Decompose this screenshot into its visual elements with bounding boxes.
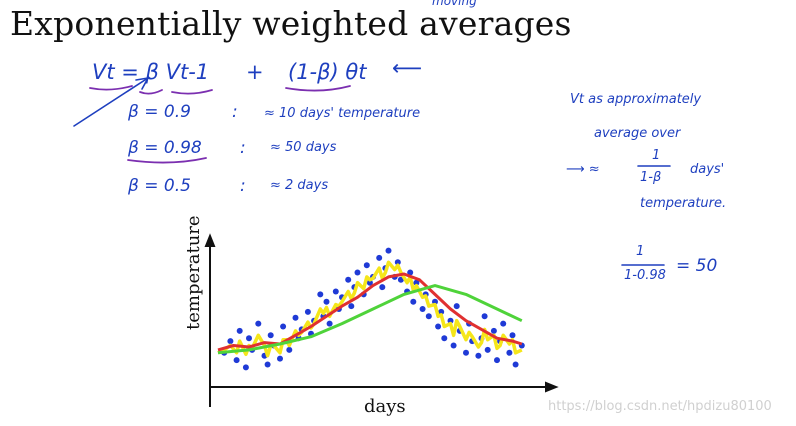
data-point [286,346,293,353]
beta-row-0-sep: : [232,102,238,122]
data-point [304,308,311,315]
side-note-frac-num: 1 [652,148,661,163]
data-point [481,313,488,320]
underline-beta-098 [127,157,207,164]
data-point [509,332,516,339]
calc-result: = 50 [676,256,718,276]
data-point [292,314,299,321]
arrow-icon: ⟵ [392,56,423,80]
beta-row-2-value: β = 0.5 [128,176,191,196]
underline-one-minus-beta [285,85,351,92]
side-note-line4: temperature. [640,196,727,211]
pointer-arrow-line [73,77,149,127]
calc-num: 1 [636,244,645,259]
beta-row-1-value: β = 0.98 [128,138,202,158]
data-point [227,338,234,345]
data-point [264,361,271,368]
x-axis-arrow [545,381,559,393]
data-point [407,269,414,276]
data-point [280,323,287,330]
data-point [413,279,420,286]
data-point [246,335,252,342]
beta-row-1-approx: ≈ 50 days [270,140,337,155]
data-point [447,317,454,324]
data-point [348,303,355,310]
data-point [475,352,482,359]
beta-row-1-sep: : [240,138,246,158]
beta-row-2-approx: ≈ 2 days [270,178,329,193]
data-point [267,332,274,339]
data-point [425,313,432,320]
data-point [490,327,497,334]
data-point [255,320,262,327]
underline-vt [89,85,133,91]
data-point [506,349,513,356]
data-point [500,320,507,327]
beta-row-0-approx: ≈ 10 days' temperature [264,106,421,121]
data-point [435,323,442,330]
beta-row-0-value: β = 0.9 [128,102,191,122]
side-note-line1: Vt as approximately [570,92,702,107]
data-point [317,291,324,298]
data-point [453,303,460,310]
data-point [332,288,339,295]
side-note-line3-prefix: ⟶ ≈ [566,162,600,177]
data-point [379,284,386,291]
data-point [366,279,373,286]
x-axis-label: days [364,396,406,417]
data-point [345,276,352,283]
data-point [484,346,491,353]
data-point [277,355,283,362]
side-note-line2: average over [594,126,681,141]
series-line--0-98 [217,284,523,355]
data-point [326,320,333,327]
y-axis-label: temperature [183,215,204,330]
data-point [441,335,448,342]
calc-den: 1-0.98 [624,268,666,283]
data-point [438,308,445,315]
data-point [463,349,469,356]
underline-vt-1 [171,89,213,95]
page-title: Exponentially weighted averages [10,4,572,43]
watermark: https://blog.csdn.net/hpdizu80100 [548,399,772,414]
data-point [354,269,361,276]
pointer-arrow-head [135,77,149,90]
underline-beta [139,89,163,95]
series-line--0-5 [217,260,523,358]
equation-lhs: Vt = β Vt-1 [92,60,210,84]
y-axis-arrow [204,233,216,247]
beta-row-2-sep: : [240,176,246,196]
data-point [419,306,426,312]
data-point [323,298,330,305]
side-note-frac-den: 1-β [640,170,662,185]
series-line--0-9 [217,272,523,352]
data-point [385,247,392,254]
data-point [494,357,500,364]
equation-rhs: (1-β) θt [288,60,367,84]
data-point [233,357,240,364]
data-point [450,342,457,349]
equation-plus: + [246,60,264,84]
data-point [376,254,383,261]
data-point [236,327,243,334]
data-point [512,361,519,368]
data-point [410,298,417,305]
data-point [242,364,249,371]
title-annotation: moving [432,0,477,8]
data-point [394,259,401,266]
data-point [363,262,370,269]
side-note-line3-suffix: days' [690,162,725,177]
